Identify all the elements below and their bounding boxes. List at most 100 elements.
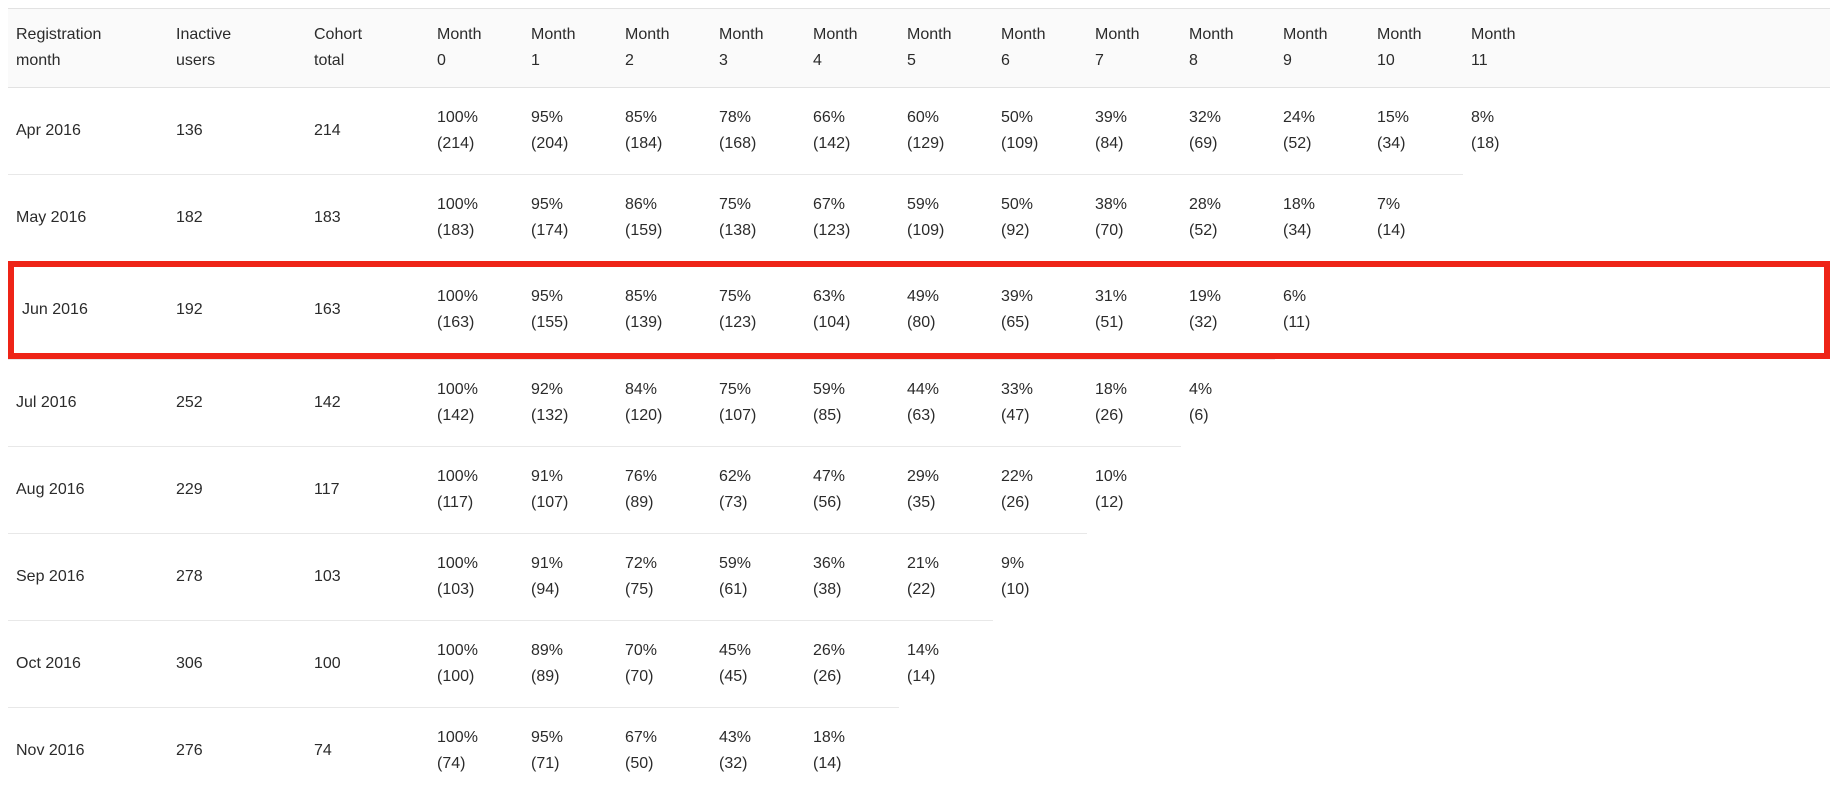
retention-percent: 29% — [907, 468, 940, 485]
retention-count: (155) — [531, 314, 569, 331]
cohort-row: Apr 2016 136 214 100% (214) 95% (204) 85% (184) 7… — [8, 88, 1830, 174]
retention-percent: 86% — [625, 196, 658, 213]
retention-count: (11) — [1283, 314, 1311, 331]
retention-count: (65) — [1001, 314, 1030, 331]
column-header-cohort-total: Cohort total — [306, 8, 429, 88]
retention-percent: 100% — [437, 288, 478, 305]
retention-count: (117) — [437, 494, 474, 511]
retention-count: (32) — [1189, 314, 1218, 331]
retention-cell-month-5: 14% (14) — [899, 620, 993, 707]
retention-count: (47) — [1001, 407, 1030, 424]
retention-cell-month-9: 24% (52) — [1275, 88, 1369, 174]
retention-percent: 7% — [1377, 196, 1401, 213]
registration-month-cell: Jul 2016 — [8, 359, 168, 446]
column-header-month-0: Month 0 — [429, 8, 523, 88]
empty-cell — [1275, 620, 1369, 707]
retention-percent: 39% — [1095, 109, 1128, 126]
retention-percent: 14% — [907, 642, 940, 659]
inactive-users-cell: 136 — [176, 122, 203, 139]
inactive-users-cell: 182 — [168, 174, 306, 261]
retention-count: (14) — [813, 755, 842, 772]
retention-cell-month-9: 18% (34) — [1275, 174, 1369, 261]
retention-cell-month-3: 59% (61) — [711, 533, 805, 620]
header-label-line: 11 — [1471, 52, 1488, 69]
retention-percent: 50% — [1001, 196, 1034, 213]
retention-count: (184) — [625, 135, 663, 152]
header-label-line: month — [16, 52, 61, 69]
retention-cell-month-4: 67% (123) — [805, 174, 899, 261]
retention-cell-month-7: 10% (12) — [1087, 446, 1181, 533]
retention-cell-month-6: 50% (109) — [993, 88, 1087, 174]
inactive-users-cell: 192 — [168, 261, 306, 359]
retention-cell-month-1: 91% (107) — [523, 446, 617, 533]
retention-percent: 75% — [719, 196, 752, 213]
retention-percent: 44% — [907, 381, 940, 398]
registration-month-cell: Oct 2016 — [8, 620, 168, 707]
retention-percent: 22% — [1001, 468, 1034, 485]
header-label-line: Month — [531, 26, 576, 43]
retention-percent: 9% — [1001, 555, 1025, 572]
retention-percent: 95% — [531, 109, 564, 126]
retention-count: (138) — [719, 222, 757, 239]
retention-count: (69) — [1189, 135, 1218, 152]
cohort-row: Jul 2016 252 142 100% (142) 92% (132) 84% (120) 7… — [8, 359, 1830, 446]
retention-count: (107) — [531, 494, 569, 511]
header-label-line: total — [314, 52, 345, 69]
retention-cell-month-2: 84% (120) — [617, 359, 711, 446]
cohort-row: Sep 2016 278 103 100% (103) 91% (94) 72% (75) 59%… — [8, 533, 1830, 620]
retention-count: (129) — [907, 135, 945, 152]
cohort-row: Nov 2016 276 74 100% (74) 95% (71) 67% (50) 43% (3… — [8, 707, 1830, 794]
retention-count: (142) — [813, 135, 851, 152]
retention-percent: 76% — [625, 468, 658, 485]
column-header-month-11: Month 11 — [1463, 8, 1830, 88]
header-label-line: Inactive — [176, 26, 232, 43]
retention-cell-month-9: 6% (11) — [1275, 261, 1369, 359]
retention-cell-month-1: 89% (89) — [523, 620, 617, 707]
retention-cell-month-2: 70% (70) — [617, 620, 711, 707]
retention-percent: 59% — [719, 555, 752, 572]
header-label-line: 8 — [1189, 52, 1198, 69]
retention-count: (22) — [907, 581, 936, 598]
header-label-line: Month — [1095, 26, 1140, 43]
header-row: Registration month Inactive users Cohort tota… — [8, 8, 1830, 88]
column-header-month-10: Month 10 — [1369, 8, 1463, 88]
retention-cell-month-6: 39% (65) — [993, 261, 1087, 359]
cohort-total-cell: 103 — [306, 533, 429, 620]
empty-cell — [1463, 261, 1830, 359]
empty-cell — [1463, 174, 1830, 261]
empty-cell — [1369, 707, 1463, 794]
retention-percent: 59% — [907, 196, 940, 213]
column-header-registration-month: Registration month — [8, 8, 168, 88]
retention-count: (107) — [719, 407, 757, 424]
empty-cell — [1181, 707, 1275, 794]
retention-cell-month-0: 100% (103) — [429, 533, 523, 620]
header-label-line: 3 — [719, 52, 728, 69]
retention-count: (34) — [1377, 135, 1406, 152]
retention-cell-month-4: 26% (26) — [805, 620, 899, 707]
inactive-users-cell: 229 — [168, 446, 306, 533]
empty-cell — [1463, 446, 1830, 533]
retention-count: (109) — [1001, 135, 1039, 152]
retention-cell-month-1: 95% (204) — [523, 88, 617, 174]
cohort-total-cell: 183 — [306, 174, 429, 261]
retention-cell-month-6: 22% (26) — [993, 446, 1087, 533]
retention-cell-month-1: 95% (155) — [523, 261, 617, 359]
empty-cell — [1369, 359, 1463, 446]
retention-count: (45) — [719, 668, 748, 685]
retention-count: (38) — [813, 581, 842, 598]
retention-cell-month-7: 38% (70) — [1087, 174, 1181, 261]
header-label-line: Month — [1189, 26, 1234, 43]
header-label-line: 2 — [625, 52, 634, 69]
retention-cell-month-1: 91% (94) — [523, 533, 617, 620]
retention-count: (103) — [437, 581, 475, 598]
retention-cell-month-3: 62% (73) — [711, 446, 805, 533]
retention-count: (80) — [907, 314, 936, 331]
retention-percent: 95% — [531, 729, 564, 746]
retention-count: (85) — [813, 407, 842, 424]
retention-percent: 21% — [907, 555, 940, 572]
retention-percent: 72% — [625, 555, 658, 572]
header-label-line: 7 — [1095, 52, 1104, 69]
empty-cell — [1463, 359, 1830, 446]
retention-count: (104) — [813, 314, 851, 331]
retention-percent: 100% — [437, 381, 478, 398]
